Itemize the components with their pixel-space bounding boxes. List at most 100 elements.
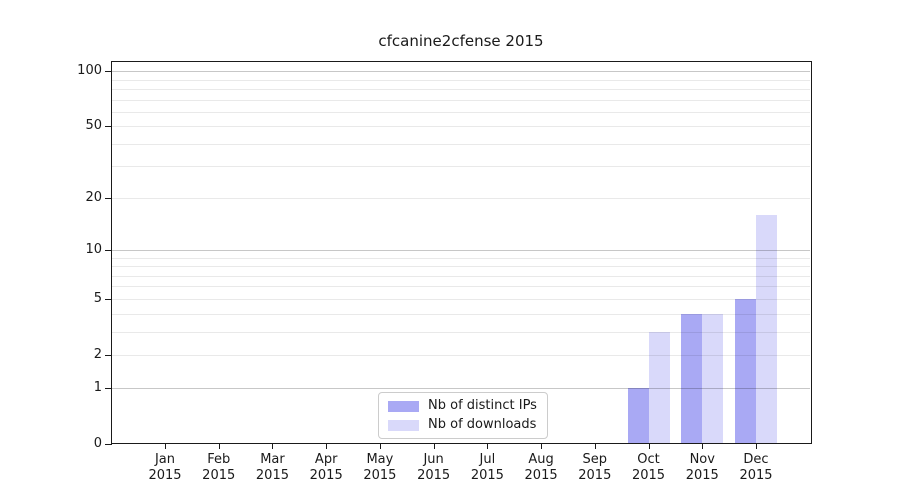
x-tick-label: Dec 2015 [724,452,788,484]
x-tick-year: 2015 [255,468,289,483]
x-tick-mark [326,444,328,449]
y-tick-mark [105,354,112,356]
x-tick-label: Jul 2015 [455,452,519,484]
y-tick-label: 10 [85,242,102,257]
minor-gridline [112,257,810,259]
x-tick-mark [218,444,220,449]
minor-gridline [112,143,810,145]
x-tick-month: Nov [689,452,715,467]
x-tick-month: Aug [528,452,554,467]
y-tick-mark [105,443,112,445]
x-tick-mark [594,444,596,449]
legend-entry: Nb of distinct IPs [388,398,537,414]
x-tick-label: Jan 2015 [133,452,197,484]
legend-swatch [388,400,419,412]
x-tick-year: 2015 [148,468,182,483]
legend-label: Nb of downloads [428,417,537,432]
bar-downloads-oct [648,331,670,444]
minor-gridline [112,88,810,90]
y-tick-label: 0 [93,435,102,451]
x-tick-label: Aug 2015 [509,452,573,484]
x-tick-mark [165,444,166,449]
minor-gridline [112,266,810,268]
x-tick-label: Sep 2015 [563,452,627,484]
y-tick-mark [105,197,112,199]
x-tick-month: Apr [314,452,338,467]
x-tick-label: Oct 2015 [617,452,681,484]
minor-gridline [112,79,810,81]
x-tick-mark [272,444,274,449]
x-tick-month: Jun [423,452,444,467]
y-tick-label: 20 [85,189,102,205]
x-tick-year: 2015 [524,468,558,483]
bar-downloads-nov [702,313,724,444]
legend-label: Nb of distinct IPs [428,398,537,413]
y-tick-label: 50 [85,118,102,134]
x-tick-year: 2015 [739,468,773,483]
x-tick-month: Jul [479,452,496,467]
bar-distinct-ips-dec [735,298,756,444]
x-tick-label: Jun 2015 [402,452,466,484]
y-tick-mark [105,250,112,251]
minor-gridline [112,298,810,300]
chart-title: cfcanine2cfense 2015 [378,32,544,50]
x-tick-mark [756,444,757,449]
minor-gridline [112,126,810,128]
x-tick-month: Mar [260,452,285,467]
minor-gridline [112,99,810,101]
x-tick-month: Feb [207,452,231,467]
y-tick-label: 1 [93,379,102,395]
y-tick-label: 5 [93,290,102,306]
legend: Nb of distinct IPs Nb of downloads [378,392,548,439]
bar-distinct-ips-oct [627,387,649,444]
x-tick-mark [379,444,381,449]
y-tick-mark [105,387,112,389]
x-tick-year: 2015 [685,468,719,483]
minor-gridline [112,286,810,288]
x-tick-month: Jan [154,452,176,467]
x-tick-month: May [366,452,394,467]
x-tick-label: May 2015 [348,452,412,484]
y-tick-label: 2 [93,346,102,362]
plot-area [111,61,812,444]
x-tick-mark [487,444,489,449]
y-tick-mark [105,298,112,300]
x-tick-year: 2015 [363,468,397,483]
minor-gridline [112,111,810,113]
x-tick-label: Feb 2015 [187,452,251,484]
x-tick-label: Nov 2015 [670,452,734,484]
gridlines-layer [112,62,810,443]
major-gridline [112,387,810,389]
minor-gridline [112,197,810,199]
minor-gridline [112,331,810,333]
minor-gridline [112,354,810,356]
x-tick-year: 2015 [309,468,343,483]
y-tick-label: 100 [77,63,102,79]
legend-swatch [388,419,419,431]
x-tick-year: 2015 [202,468,236,483]
x-tick-mark [702,444,704,449]
x-tick-year: 2015 [578,468,612,483]
x-tick-year: 2015 [417,468,451,483]
x-tick-mark [648,444,650,449]
x-tick-month: Sep [582,452,608,467]
x-tick-month: Oct [637,452,660,467]
x-tick-label: Mar 2015 [240,452,304,484]
bars-layer [112,62,810,444]
x-tick-label: Apr 2015 [294,452,358,484]
bar-downloads-dec [756,214,777,444]
minor-gridline [112,275,810,277]
minor-gridline [112,166,810,168]
x-tick-year: 2015 [631,468,666,483]
y-tick-mark [105,126,112,128]
x-tick-month: Dec [743,452,769,467]
y-tick-mark [105,71,112,73]
legend-entry: Nb of downloads [388,417,537,433]
major-gridline [112,250,810,251]
minor-gridline [112,313,810,315]
x-tick-mark [433,444,435,449]
x-tick-year: 2015 [470,468,504,483]
bar-distinct-ips-nov [681,313,703,444]
major-gridline [112,71,810,73]
